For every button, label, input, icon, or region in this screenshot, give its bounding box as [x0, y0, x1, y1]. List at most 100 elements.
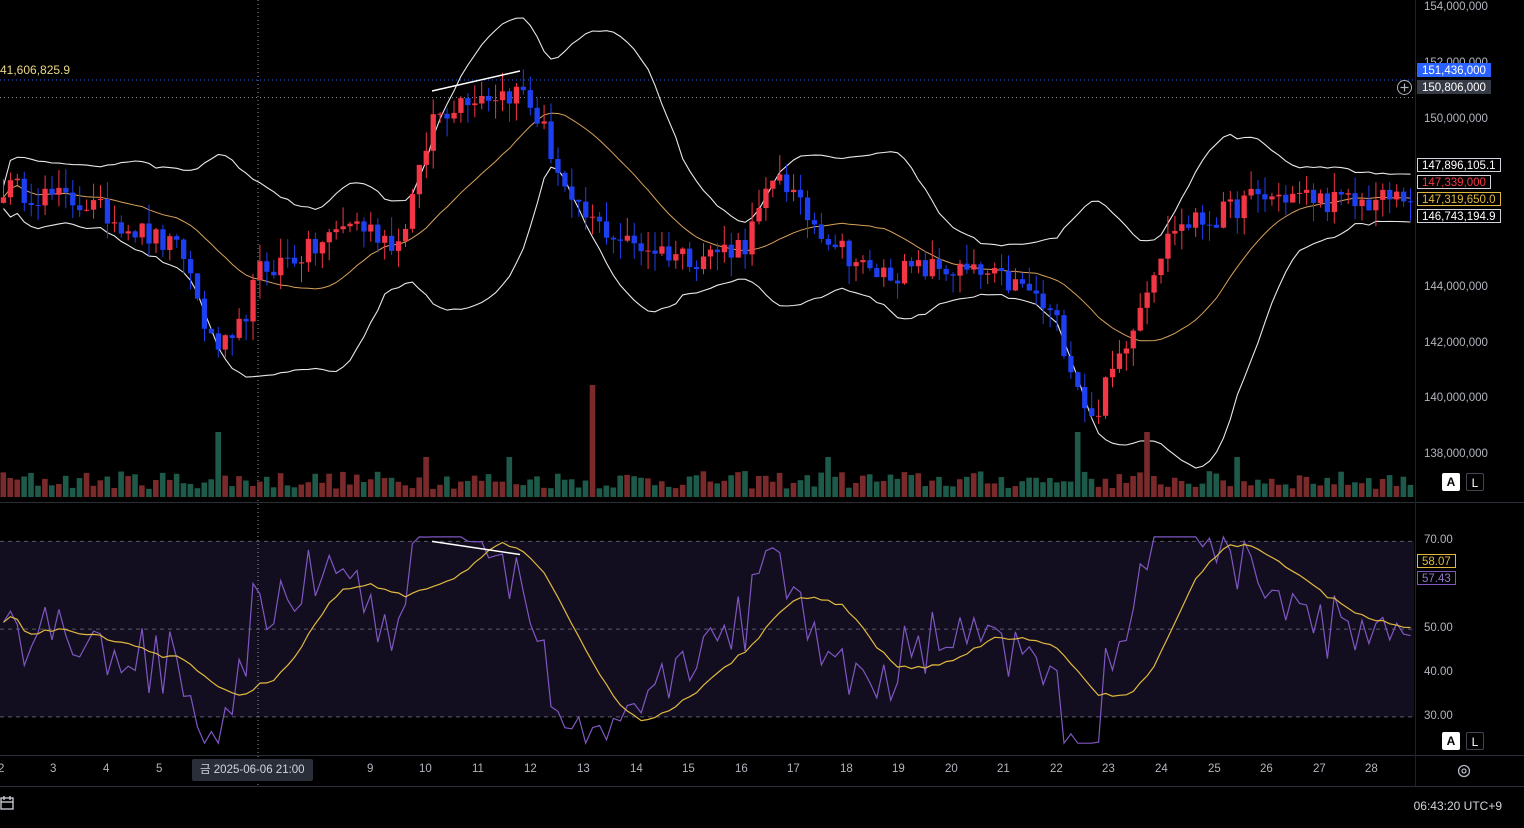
volume-bar [187, 483, 194, 497]
volume-bar [1400, 476, 1407, 497]
price-tag: 57.43 [1417, 571, 1456, 585]
candle-body [721, 244, 727, 253]
volume-bar [1116, 474, 1123, 497]
rsi-tick-label: 40.00 [1424, 666, 1453, 678]
candle-body [1380, 189, 1386, 200]
volume-bar [1074, 432, 1081, 497]
volume-bar [62, 475, 69, 497]
volume-bar [1088, 478, 1095, 497]
volume-bar [485, 474, 492, 497]
volume-bar [686, 476, 693, 497]
pane-separator [0, 755, 1524, 756]
volume-bar [1213, 473, 1220, 497]
volume-bar [97, 480, 104, 497]
volume-bar [763, 475, 769, 497]
volume-bar [555, 473, 561, 497]
volume-bar [1158, 484, 1164, 497]
volume-bar [69, 487, 76, 497]
volume-bar [818, 472, 824, 497]
settings-gear-icon[interactable] [1455, 762, 1473, 780]
volume-bar [811, 486, 818, 497]
candle-body [590, 216, 596, 218]
volume-bar [721, 480, 727, 497]
volume-bar [977, 471, 984, 497]
rsi-tick-label: 50.00 [1424, 622, 1453, 635]
volume-bar [1171, 477, 1178, 497]
candle-body [943, 268, 949, 275]
price-tag: 147,339,000 [1417, 175, 1491, 189]
candle-body [354, 221, 360, 224]
candle-body [610, 237, 617, 240]
volume-bar [340, 471, 346, 497]
volume-bar [56, 484, 62, 497]
volume-bar [83, 472, 90, 497]
candle-body [465, 98, 471, 106]
bollinger-upper-band [2, 17, 1411, 247]
volume-bar [1359, 483, 1365, 497]
candle-body [520, 86, 526, 91]
volume-bar [388, 477, 395, 497]
auto-scale-button[interactable]: A [1442, 473, 1460, 491]
candle-body [382, 235, 388, 243]
volume-bar [853, 483, 859, 497]
time-tick-label: 2 [0, 763, 5, 775]
volume-bar [742, 471, 748, 497]
candle-body [506, 91, 513, 104]
time-tick-label: 18 [840, 763, 853, 775]
volume-bar [943, 485, 949, 497]
candle-body [603, 221, 610, 238]
candle-body [1082, 387, 1088, 409]
volume-bar [49, 485, 55, 497]
volume-bar [1393, 486, 1400, 497]
candle-body [617, 239, 623, 241]
price-tick-label: 142,000,000 [1424, 336, 1488, 349]
candle-body [215, 333, 221, 350]
add-plus-icon[interactable] [1396, 79, 1413, 96]
candle-body [853, 262, 859, 267]
candle-body [1061, 315, 1067, 357]
volume-bar [374, 471, 381, 497]
volume-bar [575, 487, 582, 497]
candle-body [395, 241, 402, 251]
volume-bar [7, 478, 13, 497]
volume-bar [35, 485, 41, 497]
rsi-auto-scale-button[interactable]: A [1442, 732, 1460, 750]
candle-body [347, 223, 353, 227]
candle-body [998, 268, 1005, 272]
volume-bar [1275, 484, 1282, 497]
candle-body [250, 279, 256, 322]
candle-body [513, 86, 520, 104]
candle-body [285, 257, 291, 259]
rsi-log-scale-button[interactable]: L [1466, 732, 1484, 750]
candle-body [527, 90, 533, 108]
candle-body [1200, 212, 1206, 225]
candle-body [125, 231, 131, 234]
volume-bar [596, 488, 603, 497]
candle-body [97, 198, 104, 201]
candle-body [1387, 189, 1393, 200]
volume-bar [21, 476, 27, 497]
candle-body [472, 103, 478, 106]
candle-body [1331, 192, 1337, 213]
volume-bar [561, 479, 568, 497]
volume-bar [492, 481, 499, 497]
candle-body [825, 239, 831, 245]
time-tick-label: 26 [1260, 763, 1273, 775]
volume-bar [402, 485, 409, 497]
candle-body [1193, 212, 1199, 228]
volume-bar [610, 487, 617, 497]
candle-body [1165, 233, 1171, 259]
candle-body [1179, 224, 1185, 231]
volume-bar [804, 475, 811, 497]
log-scale-button[interactable]: L [1466, 473, 1484, 491]
volume-bar [998, 477, 1005, 497]
volume-bar [257, 481, 263, 497]
volume-bar [354, 474, 360, 497]
volume-bar [14, 479, 20, 497]
volume-bar [700, 471, 707, 497]
axis-border [1415, 0, 1416, 786]
candle-body [111, 222, 117, 224]
volume-bar [970, 473, 977, 497]
calendar-icon[interactable] [0, 795, 18, 813]
